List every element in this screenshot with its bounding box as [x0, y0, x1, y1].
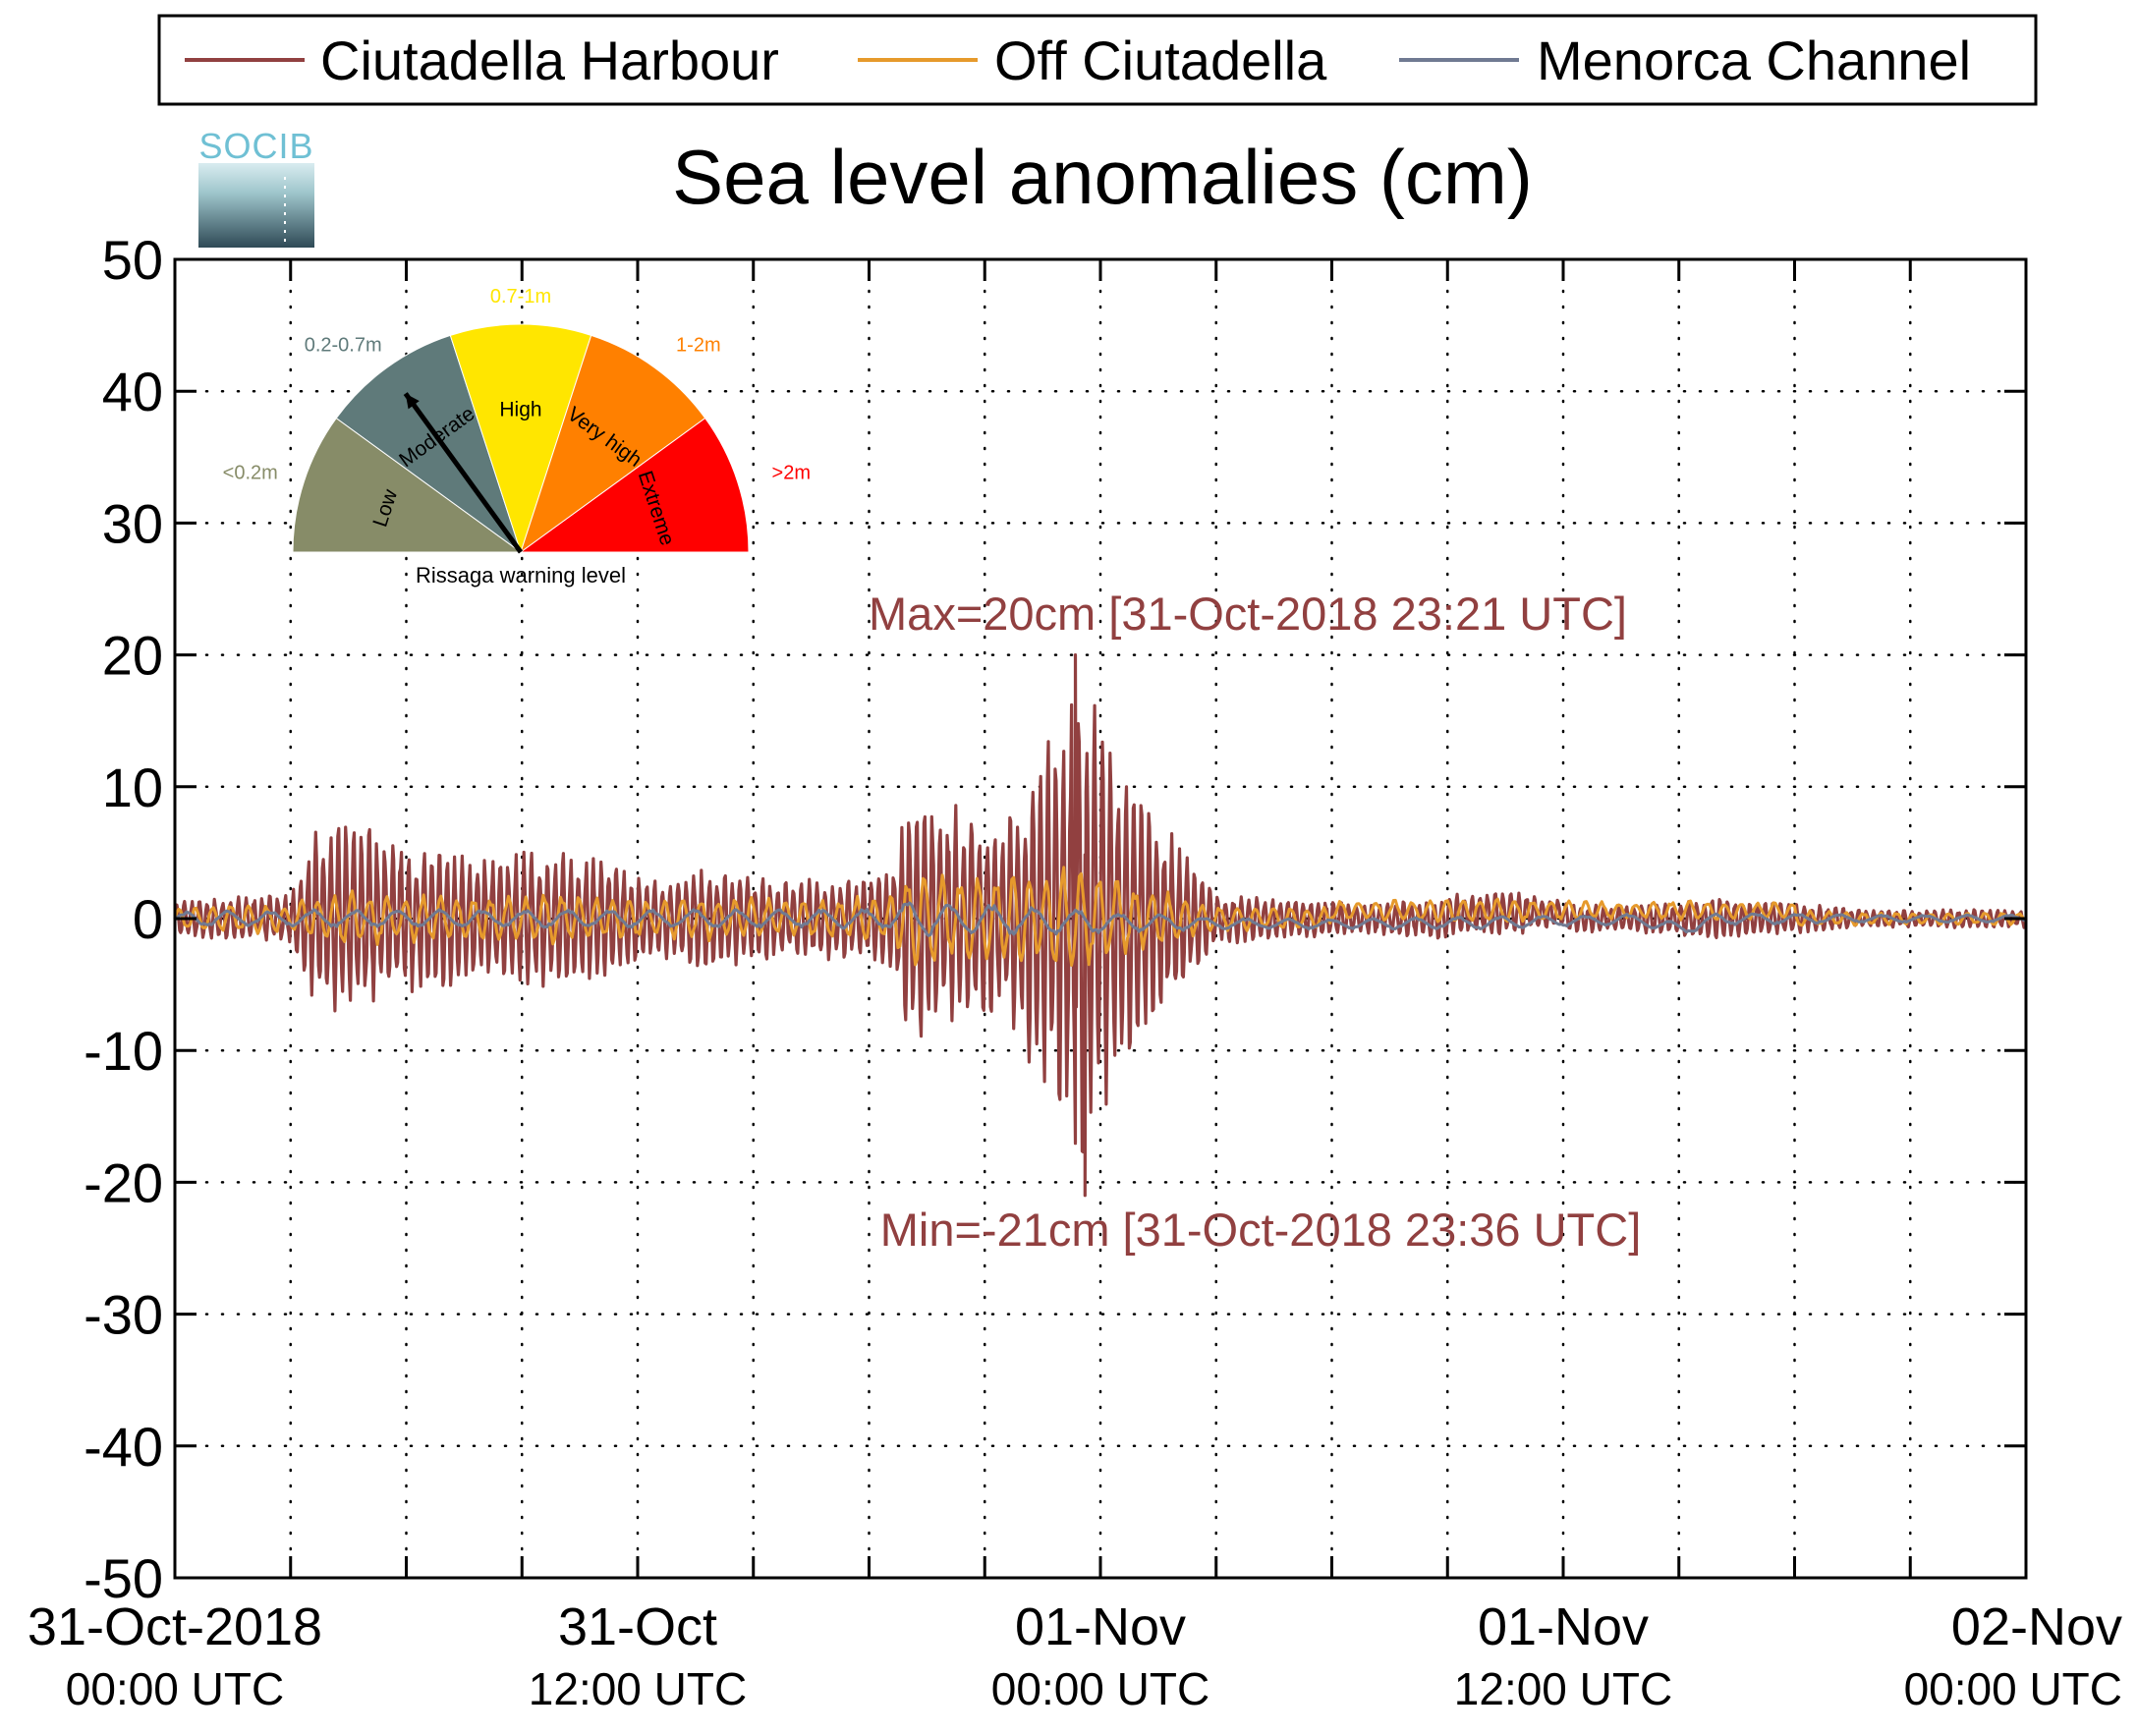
- gauge-segment-very-high: [520, 334, 706, 554]
- series-lines: [173, 653, 2028, 1198]
- series-line-menorca-channel: [174, 901, 2027, 937]
- y-tick-label: 10: [102, 756, 163, 818]
- x-tick-label-date: 01-Nov: [1478, 1597, 1649, 1656]
- legend-label-ciutadella-harbour: Ciutadella Harbour: [320, 29, 779, 91]
- x-tick-label-time: 00:00 UTC: [1904, 1663, 2122, 1714]
- gauge-segment-high: [449, 323, 592, 554]
- gauge-caption: Rissaga warning level: [416, 563, 626, 588]
- socib-logo-text: SOCIB: [198, 126, 313, 166]
- x-tick-label-date: 02-Nov: [1951, 1597, 2122, 1656]
- x-tick-label-date: 01-Nov: [1015, 1597, 1186, 1656]
- x-tick-label-date: 31-Oct-2018: [28, 1597, 322, 1656]
- legend-label-menorca-channel: Menorca Channel: [1537, 29, 1971, 91]
- gauge-segment-moderate: [335, 334, 522, 554]
- gauge-range-label: <0.2m: [223, 463, 278, 484]
- gauge-level-label: High: [499, 399, 541, 421]
- x-tick-label-time: 00:00 UTC: [991, 1663, 1209, 1714]
- legend-label-off-ciutadella: Off Ciutadella: [994, 29, 1327, 91]
- min-annotation: Min=-21cm [31-Oct-2018 23:36 UTC]: [880, 1204, 1642, 1256]
- socib-logo: SOCIB: [198, 126, 314, 248]
- gauge-range-label: 0.7-1m: [490, 286, 551, 308]
- legend: Ciutadella Harbour Off Ciutadella Menorc…: [157, 14, 2038, 106]
- y-tick-label: -50: [84, 1547, 163, 1609]
- x-tick-label-date: 31-Oct: [558, 1597, 717, 1656]
- gauge-segment-low: [292, 417, 523, 553]
- y-tick-label: 50: [102, 229, 163, 291]
- y-tick-label: 30: [102, 492, 163, 554]
- y-tick-label: 20: [102, 625, 163, 687]
- gauge-range-label: >2m: [772, 463, 811, 484]
- x-tick-label-time: 12:00 UTC: [1454, 1663, 1672, 1714]
- gauge-segment-extreme: [519, 417, 750, 553]
- y-axis: -50 -40 -30 -20 -10 0 10 20 30 40 50: [84, 229, 2026, 1609]
- series-line-off-ciutadella: [173, 866, 2028, 967]
- y-tick-label: -20: [84, 1151, 163, 1213]
- y-tick-label: -30: [84, 1284, 163, 1346]
- gauge-range-label: 0.2-0.7m: [305, 335, 382, 357]
- x-tick-label-time: 00:00 UTC: [66, 1663, 284, 1714]
- max-annotation: Max=20cm [31-Oct-2018 23:21 UTC]: [869, 588, 1627, 640]
- chart-title: Sea level anomalies (cm): [672, 134, 1533, 220]
- gauge-needle: [403, 392, 524, 554]
- y-tick-label: -10: [84, 1020, 163, 1082]
- series-line-ciutadella-harbour: [173, 653, 2028, 1198]
- gauge-range-label: 1-2m: [676, 335, 721, 357]
- y-tick-label: -40: [84, 1416, 163, 1478]
- y-tick-label: 0: [133, 888, 163, 950]
- gauge-needle-arrowhead: [405, 393, 420, 410]
- y-tick-label: 40: [102, 361, 163, 422]
- x-axis: 31-Oct-2018 00:00 UTC 31-Oct 12:00 UTC 01-No…: [28, 259, 2122, 1714]
- legend-frame: [157, 14, 2038, 106]
- x-tick-label-time: 12:00 UTC: [529, 1663, 747, 1714]
